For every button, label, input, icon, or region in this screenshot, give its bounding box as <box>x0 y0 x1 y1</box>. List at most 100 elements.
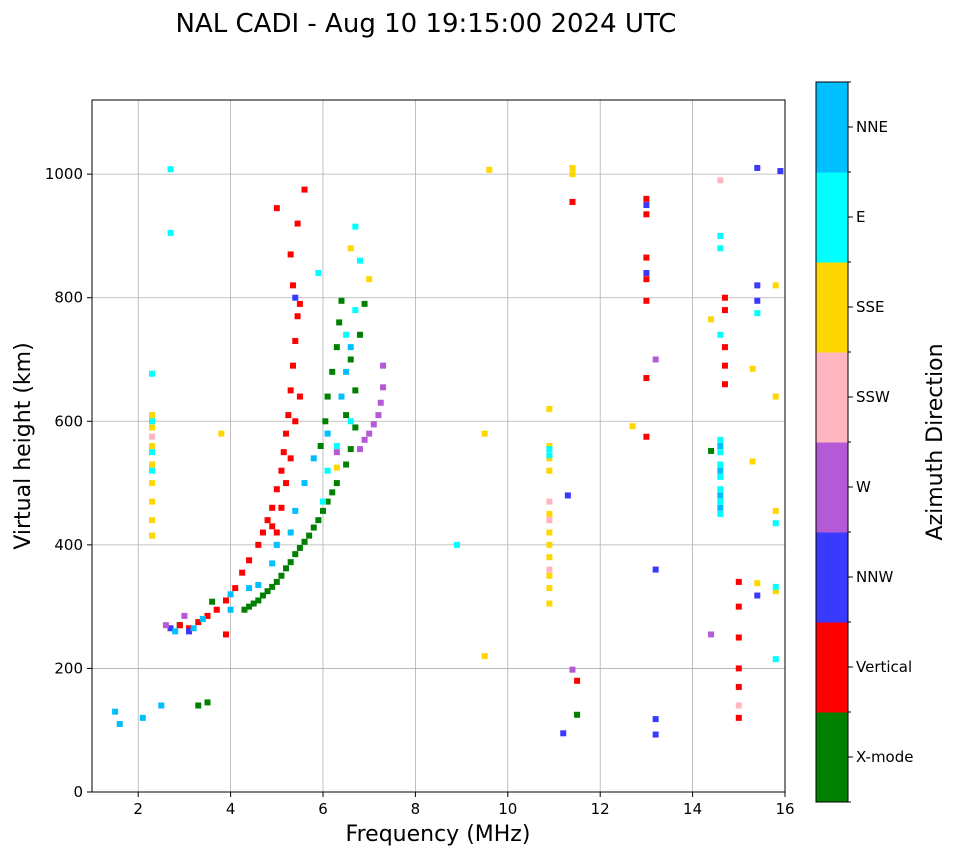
data-point-e <box>149 418 156 425</box>
data-point-x-mode <box>361 300 368 307</box>
data-point-sse <box>546 572 553 579</box>
data-point-vertical <box>283 480 290 487</box>
data-point-nnw <box>754 592 761 599</box>
data-point-x-mode <box>273 578 280 585</box>
y-tick-label: 0 <box>73 783 83 801</box>
colorbar-label-vertical: Vertical <box>856 658 912 676</box>
data-point-vertical <box>569 198 576 205</box>
data-point-sse <box>569 171 576 178</box>
x-tick-label: 16 <box>775 800 794 818</box>
colorbar-label-nnw: NNW <box>856 568 893 586</box>
data-point-nne <box>255 582 262 589</box>
data-point-vertical <box>283 430 290 437</box>
data-point-sse <box>486 166 493 173</box>
data-point-nne <box>116 721 123 728</box>
x-tick-label: 10 <box>498 800 517 818</box>
data-point-sse <box>629 423 636 430</box>
data-point-x-mode <box>322 418 329 425</box>
data-point-sse <box>772 393 779 400</box>
data-point-vertical <box>294 313 301 320</box>
colorbar-segment-e <box>816 172 848 263</box>
data-point-sse <box>546 510 553 517</box>
data-point-x-mode <box>195 702 202 709</box>
data-point-vertical <box>735 714 742 721</box>
data-point-x-mode <box>324 393 331 400</box>
data-point-nnw <box>754 297 761 304</box>
data-point-w <box>708 631 715 638</box>
data-point-vertical <box>273 486 280 493</box>
data-point-nne <box>343 368 350 375</box>
data-point-vertical <box>643 211 650 218</box>
data-point-vertical <box>735 665 742 672</box>
data-point-vertical <box>289 362 296 369</box>
data-point-vertical <box>186 625 193 632</box>
data-point-vertical <box>643 195 650 202</box>
data-point-vertical <box>735 578 742 585</box>
data-point-vertical <box>735 603 742 610</box>
data-point-x-mode <box>204 699 211 706</box>
data-point-e <box>356 257 363 264</box>
data-point-vertical <box>287 387 294 394</box>
data-point-sse <box>772 588 779 595</box>
data-point-nnw <box>777 168 784 175</box>
data-point-vertical <box>294 220 301 227</box>
data-point-x-mode <box>264 588 271 595</box>
x-tick-label: 2 <box>133 800 143 818</box>
data-point-nnw <box>564 492 571 499</box>
data-point-nne <box>287 529 294 536</box>
colorbar-label-e: E <box>856 208 865 226</box>
data-point-e <box>717 498 724 505</box>
data-point-nne <box>301 480 308 487</box>
data-point-vertical <box>278 467 285 474</box>
data-point-vertical <box>643 433 650 440</box>
data-point-e <box>772 583 779 590</box>
data-point-nnw <box>754 164 761 171</box>
data-point-x-mode <box>333 344 340 351</box>
data-point-x-mode <box>574 711 581 718</box>
data-point-nnw <box>643 270 650 276</box>
plot-area <box>92 100 785 792</box>
colorbar-segment-nne <box>816 82 848 173</box>
data-points <box>112 164 784 738</box>
data-point-sse <box>149 498 156 505</box>
data-point-vertical <box>643 375 650 382</box>
data-point-x-mode <box>343 461 350 468</box>
data-point-x-mode <box>324 498 331 505</box>
data-point-ssw <box>717 177 724 184</box>
data-point-e <box>717 245 724 252</box>
x-axis-label: Frequency (MHz) <box>346 822 531 847</box>
data-point-e <box>149 449 156 456</box>
x-tick-label: 6 <box>318 800 328 818</box>
data-point-ssw <box>546 566 553 573</box>
data-point-e <box>453 541 460 548</box>
data-point-nnw <box>652 716 659 723</box>
data-point-sse <box>366 276 373 283</box>
colorbar-segment-vertical <box>816 622 848 713</box>
data-point-nne <box>139 714 146 721</box>
data-point-vertical <box>264 517 271 524</box>
data-point-x-mode <box>347 446 354 453</box>
data-point-vertical <box>574 677 581 684</box>
data-point-nne <box>227 591 234 598</box>
x-ticks: 2 4 6 8 10 12 14 16 <box>133 792 795 818</box>
data-point-w <box>569 666 576 673</box>
data-point-e <box>717 449 724 456</box>
chart-title: NAL CADI - Aug 10 19:15:00 2024 UTC <box>176 9 677 39</box>
colorbar-frame <box>815 81 849 803</box>
data-point-vertical <box>246 557 253 564</box>
y-ticks: 0 200 400 600 800 1000 <box>45 165 92 801</box>
data-point-x-mode <box>209 598 216 605</box>
data-point-e <box>167 229 174 236</box>
x-tick-label: 8 <box>411 800 421 818</box>
x-tick-label: 4 <box>226 800 236 818</box>
data-point-sse <box>772 282 779 289</box>
data-point-vertical <box>287 455 294 462</box>
data-point-nne <box>324 430 331 437</box>
data-point-vertical <box>222 631 229 638</box>
data-point-vertical <box>278 504 285 511</box>
x-tick-label: 12 <box>591 800 610 818</box>
data-point-sse <box>481 653 488 660</box>
data-point-sse <box>754 580 761 587</box>
data-point-vertical <box>273 529 280 536</box>
colorbar-segment-nnw <box>816 532 848 623</box>
